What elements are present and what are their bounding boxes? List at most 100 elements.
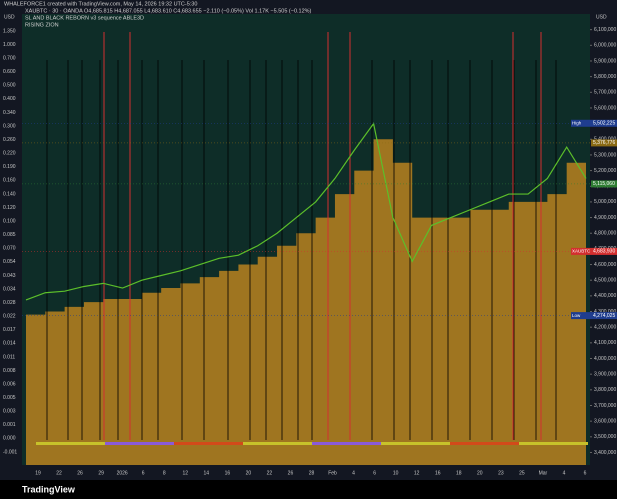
left-axis-label: 0.600 [3,69,16,75]
signal-strip [243,442,312,445]
y-tick-label: 4,400,000 [594,293,616,299]
left-axis-label: 0.070 [3,246,16,252]
indicator: RISING ZION [25,22,59,28]
x-tick-label: 16 [225,470,231,476]
signal-strip [36,442,105,445]
price-tag-label: Low [572,313,581,318]
x-tick-label: 26 [77,470,83,476]
y-tick-label: 6,000,000 [594,43,616,49]
price-tag [591,312,617,320]
left-axis-label: 0.100 [3,218,16,224]
left-axis-label: 0.190 [3,164,16,170]
currency: USD [596,14,607,20]
left-axis-label: 0.300 [3,123,16,129]
y-tick-label: 4,000,000 [594,356,616,362]
left-axis-label: 0.140 [3,191,16,197]
y-tick-label: 4,100,000 [594,340,616,346]
y-tick-label: 5,700,000 [594,90,616,96]
x-tick-label: 26 [288,470,294,476]
left-axis-label: 1.350 [3,28,16,34]
y-tick-label: 3,400,000 [594,450,616,456]
y-tick-label: 4,500,000 [594,278,616,284]
price-value: 5,502,225 [593,121,615,127]
left-axis-label: 0.043 [3,273,16,279]
y-tick-label: 3,900,000 [594,372,616,378]
y-tick-label: 4,800,000 [594,231,616,237]
y-tick-label: 5,800,000 [594,74,616,80]
y-tick-label: 5,600,000 [594,105,616,111]
x-tick-label: 22 [267,470,273,476]
y-tick-label: 4,600,000 [594,262,616,268]
x-tick-label: 6 [584,470,587,476]
price-tag [571,119,591,127]
footer [0,480,617,499]
signal-strip [105,442,174,445]
left-axis-label: 0.085 [3,232,16,238]
left-axis-label: 0.005 [3,395,16,401]
x-tick-label: 8 [163,470,166,476]
left-axis-label: 0.340 [3,110,16,116]
x-tick-label: 19 [35,470,41,476]
indicator: SL AND BLACK REBORN v3 sequence ABLE3D [25,15,144,21]
price-tag-label: XAUBTC [572,249,591,254]
y-tick-label: 4,300,000 [594,309,616,315]
price-tag [571,247,591,255]
left-axis-label: 0.008 [3,368,16,374]
x-tick-label: 4 [352,470,355,476]
x-tick-label: 28 [309,470,315,476]
currency: USD [4,14,15,20]
x-tick-label: 6 [142,470,145,476]
left-axis-label: 0.260 [3,137,16,143]
x-tick-label: 16 [435,470,441,476]
left-axis-label: 0.006 [3,381,16,387]
left-axis-label: 1.000 [3,42,16,48]
y-tick-label: 5,000,000 [594,199,616,205]
price-tag [591,119,617,127]
price-tag [591,180,617,188]
x-tick-label: 20 [477,470,483,476]
left-axis-label: 0.011 [3,354,15,360]
left-axis-label: 0.003 [3,409,16,415]
credit: WHALEFORCE1 created with TradingView.com… [4,1,197,7]
x-tick-label: 12 [414,470,420,476]
left-axis-label: 0.220 [3,151,16,157]
price-value: 5,115,060 [593,181,615,187]
y-tick-label: 5,200,000 [594,168,616,174]
y-tick-label: 3,800,000 [594,387,616,393]
price-tag-label: High [572,120,582,125]
x-tick-label: 29 [98,470,104,476]
y-tick-label: 4,900,000 [594,215,616,221]
price-value: 4,683,930 [593,249,615,255]
x-tick-label: 23 [498,470,504,476]
x-tick-label: Mar [539,470,548,476]
x-tick-label: 10 [393,470,399,476]
left-axis-label: 0.028 [3,300,16,306]
signal-strip [519,442,588,445]
x-tick-label: 14 [204,470,210,476]
x-tick-label: 22 [56,470,62,476]
price-line [25,122,587,301]
left-axis-label: -0.001 [3,449,17,455]
price-tag [591,139,617,147]
zone-area [26,139,586,465]
left-axis-label: 0.001 [3,422,16,428]
left-axis-label: 0.120 [3,205,16,211]
signal-strip [381,442,450,445]
left-axis-label: 0.500 [3,83,16,89]
y-tick-label: 3,600,000 [594,418,616,424]
signal-strip [450,442,519,445]
logo: TradingView [22,484,76,494]
price-tag [571,312,591,320]
price-value: 5,376,776 [593,140,615,146]
y-tick-label: 6,100,000 [594,27,616,33]
left-axis-label: 0.160 [3,178,16,184]
x-tick-label: 18 [456,470,462,476]
x-tick-label: 12 [182,470,188,476]
left-axis-label: 0.017 [3,327,16,333]
symbol-line: XAUBTC · 30 · OANDA O4,685.815 H4,687.05… [25,8,312,14]
price-value: 4,274,025 [593,313,615,319]
signal-strip [312,442,381,445]
y-tick-label: 4,200,000 [594,325,616,331]
left-axis-label: 0.400 [3,96,16,102]
